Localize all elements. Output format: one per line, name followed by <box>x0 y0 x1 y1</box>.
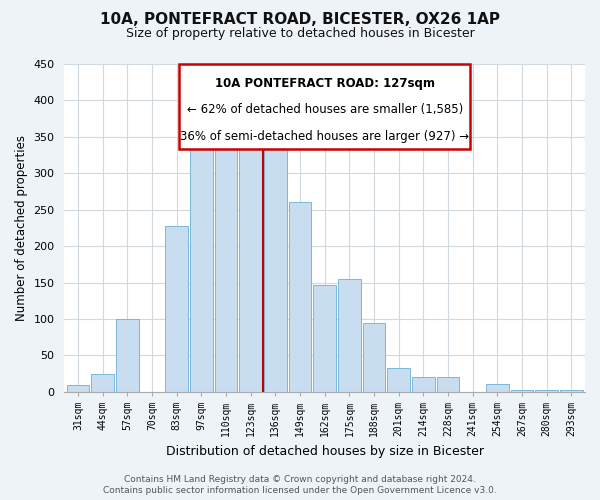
Text: ← 62% of detached houses are smaller (1,585): ← 62% of detached houses are smaller (1,… <box>187 104 463 117</box>
Bar <box>289 202 311 392</box>
Text: 10A, PONTEFRACT ROAD, BICESTER, OX26 1AP: 10A, PONTEFRACT ROAD, BICESTER, OX26 1AP <box>100 12 500 28</box>
Text: Contains HM Land Registry data © Crown copyright and database right 2024.: Contains HM Land Registry data © Crown c… <box>124 475 476 484</box>
Bar <box>67 384 89 392</box>
Bar <box>412 376 435 392</box>
X-axis label: Distribution of detached houses by size in Bicester: Distribution of detached houses by size … <box>166 444 484 458</box>
Bar <box>535 390 558 392</box>
Bar <box>264 132 287 392</box>
Bar <box>190 126 212 392</box>
Bar <box>166 226 188 392</box>
Bar <box>338 279 361 392</box>
Text: 10A PONTEFRACT ROAD: 127sqm: 10A PONTEFRACT ROAD: 127sqm <box>215 77 435 90</box>
Y-axis label: Number of detached properties: Number of detached properties <box>15 135 28 321</box>
FancyBboxPatch shape <box>179 64 470 150</box>
Text: Contains public sector information licensed under the Open Government Licence v3: Contains public sector information licen… <box>103 486 497 495</box>
Bar <box>116 319 139 392</box>
Bar <box>437 376 460 392</box>
Bar <box>560 390 583 392</box>
Bar <box>91 374 114 392</box>
Text: Size of property relative to detached houses in Bicester: Size of property relative to detached ho… <box>125 28 475 40</box>
Bar <box>388 368 410 392</box>
Bar <box>362 322 385 392</box>
Text: 36% of semi-detached houses are larger (927) →: 36% of semi-detached houses are larger (… <box>180 130 469 142</box>
Bar <box>215 122 238 392</box>
Bar <box>313 285 336 392</box>
Bar <box>486 384 509 392</box>
Bar <box>511 390 533 392</box>
Bar <box>239 118 262 392</box>
